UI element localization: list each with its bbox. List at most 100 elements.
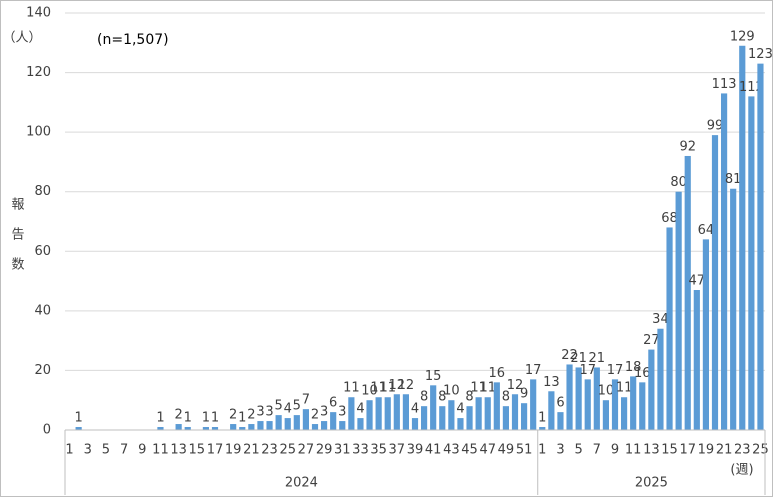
y-tick-label: 60 [34,244,51,259]
data-label: 2 [174,408,182,423]
x-tick-label: 27 [298,443,315,458]
bar [339,421,346,430]
bar [684,155,691,430]
data-label: 10 [598,384,615,399]
bar [157,427,164,430]
data-label: 11 [479,381,496,396]
data-label: 64 [698,223,715,238]
x-tick-label: 3 [556,443,564,458]
data-label: 47 [689,274,706,289]
bar [657,328,664,430]
bar [693,290,700,430]
data-label: 113 [712,77,737,92]
data-label: 27 [643,333,660,348]
bar [675,191,682,430]
data-label: 68 [661,211,678,226]
x-tick-label: 45 [461,443,478,458]
bar [502,406,509,430]
data-label: 1 [184,411,192,426]
x-tick-label: 13 [170,443,187,458]
bar [621,397,628,430]
bar [521,403,528,430]
data-label: 21 [589,351,606,366]
data-label: 3 [320,405,328,420]
y-tick-label: 140 [26,6,51,21]
bar [666,227,673,430]
data-label: 1 [238,411,246,426]
y-tick-label: 20 [34,363,51,378]
bar [75,427,82,430]
bar [702,239,709,430]
x-tick-label: 17 [207,443,224,458]
data-label: 16 [634,366,651,381]
data-label: 129 [730,29,755,44]
x-tick-label: 35 [370,443,387,458]
data-label: 2 [229,408,237,423]
bar [748,96,755,431]
x-tick-label: 41 [425,443,442,458]
bar [475,397,482,430]
y-label: 報 [11,198,24,213]
bar [593,367,600,430]
bar [184,427,191,430]
group-label: 2025 [635,476,668,491]
data-label: 1 [211,411,219,426]
data-label: 12 [507,378,524,393]
bar [402,394,409,430]
x-tick-label: 7 [593,443,601,458]
y-tick-label: 0 [43,423,51,438]
bar [557,412,564,430]
bar [484,397,491,430]
data-label: 17 [579,363,596,378]
bar [421,406,428,430]
data-label: 92 [679,139,696,154]
x-tick-label: 5 [102,443,110,458]
data-label: 5 [293,399,301,414]
data-label: 1 [74,411,82,426]
x-tick-label: 31 [334,443,351,458]
data-label: 5 [274,399,282,414]
bar [202,427,209,430]
bar [511,394,519,430]
x-tick-label: 15 [189,443,206,458]
bar [466,406,473,430]
bar [275,415,282,430]
data-label: 2 [311,408,319,423]
x-tick-label: 11 [152,443,169,458]
y-label: 告 [11,228,24,243]
bar [293,415,300,430]
x-tick-label: 13 [643,443,660,458]
data-label: 8 [465,390,473,405]
x-tick-label: 25 [752,443,769,458]
data-label: 81 [725,172,742,187]
data-label: 3 [338,405,346,420]
data-label: 11 [616,381,633,396]
bar [357,418,364,430]
x-tick-label: 51 [516,443,533,458]
bar [321,421,328,430]
bar [611,379,619,430]
bar [330,412,337,430]
x-tick-label: 5 [574,443,582,458]
x-tick-label: 43 [443,443,460,458]
x-tick-label: 37 [389,443,406,458]
bar [302,409,309,430]
x-tick-label: 39 [407,443,424,458]
y-tick-label: 100 [26,125,51,140]
data-label: 11 [379,381,396,396]
bar [439,406,446,430]
bar [211,427,219,430]
x-tick-label: 15 [661,443,678,458]
x-tick-label: 7 [120,443,128,458]
data-label: 4 [411,402,419,417]
data-label: 11 [470,381,487,396]
bar [575,367,582,430]
bar [457,418,464,430]
data-label: 17 [525,363,542,378]
data-label: 8 [502,390,510,405]
x-tick-label: 25 [279,443,296,458]
bar [384,397,391,430]
data-label: 1 [538,411,546,426]
bar [739,45,746,431]
x-tick-label: 3 [84,443,92,458]
